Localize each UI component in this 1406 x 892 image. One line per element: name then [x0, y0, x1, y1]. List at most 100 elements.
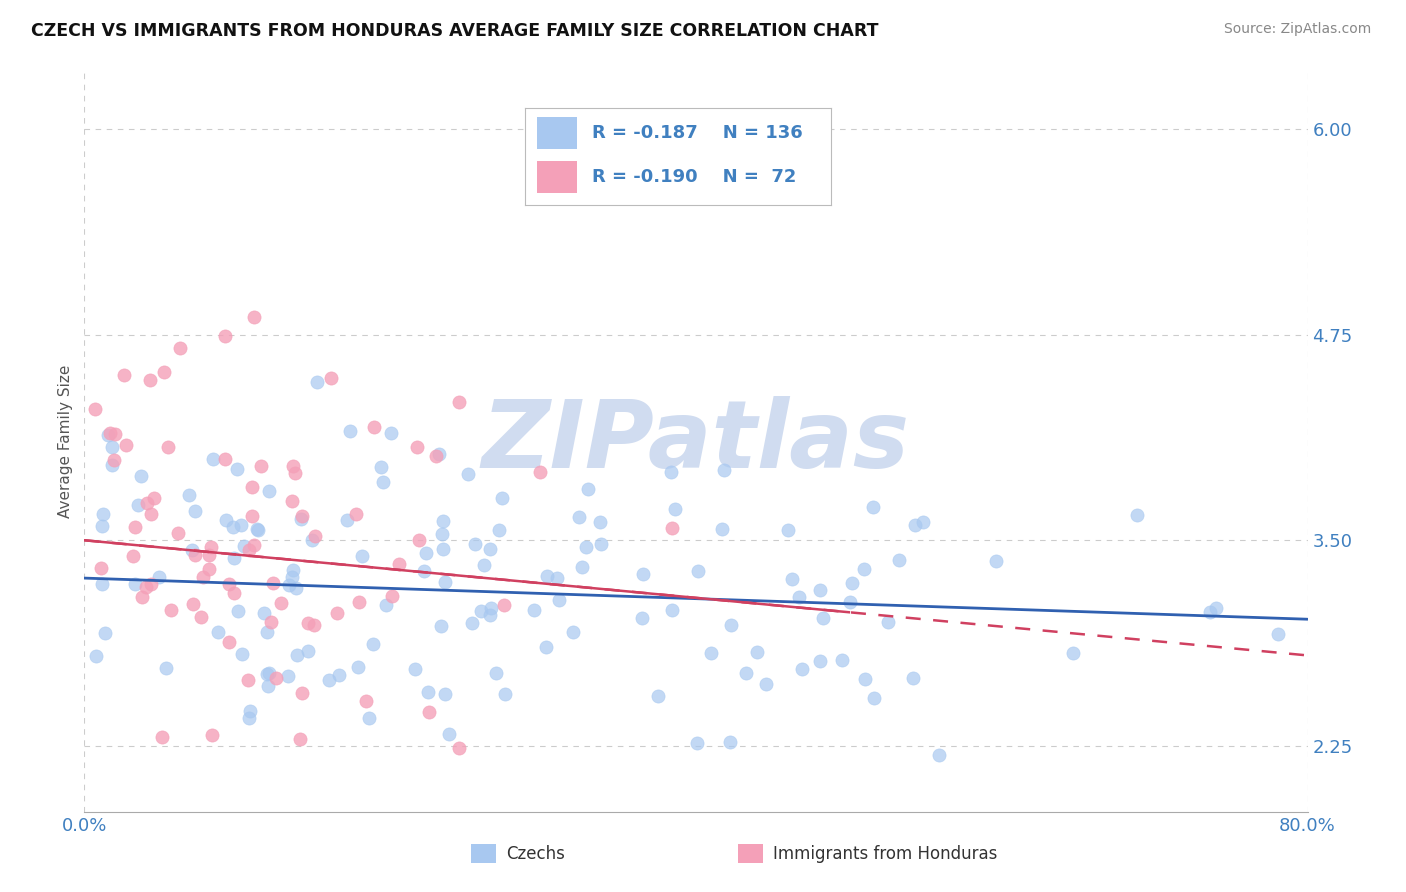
- Point: [1199, 605, 1222, 619]
- Point: [101, 440, 124, 454]
- Point: [472, 558, 495, 572]
- Point: [713, 463, 735, 477]
- Text: CZECH VS IMMIGRANTS FROM HONDURAS AVERAGE FAMILY SIZE CORRELATION CHART: CZECH VS IMMIGRANTS FROM HONDURAS AVERAG…: [31, 22, 879, 40]
- Point: [776, 523, 799, 537]
- Point: [374, 598, 396, 612]
- Point: [447, 395, 470, 409]
- Point: [813, 611, 835, 625]
- Point: [257, 679, 280, 693]
- Point: [363, 420, 385, 434]
- Point: [336, 513, 359, 527]
- Point: [246, 522, 269, 536]
- Point: [380, 426, 402, 441]
- Point: [98, 425, 121, 440]
- Point: [494, 687, 516, 701]
- Point: [664, 501, 686, 516]
- Point: [115, 438, 138, 452]
- Point: [354, 694, 377, 708]
- Point: [1205, 600, 1227, 615]
- Point: [240, 480, 263, 494]
- Point: [264, 671, 287, 685]
- Point: [238, 711, 260, 725]
- Point: [129, 469, 152, 483]
- Point: [281, 493, 304, 508]
- Point: [1126, 508, 1149, 523]
- Point: [686, 736, 709, 750]
- Point: [160, 602, 183, 616]
- Point: [631, 611, 654, 625]
- Point: [153, 365, 176, 379]
- Point: [911, 515, 934, 529]
- Point: [318, 673, 340, 687]
- Point: [780, 572, 803, 586]
- Point: [124, 577, 146, 591]
- Point: [433, 687, 456, 701]
- Point: [197, 561, 219, 575]
- Point: [661, 602, 683, 616]
- Point: [418, 705, 440, 719]
- Point: [430, 527, 453, 541]
- Point: [853, 562, 876, 576]
- Point: [571, 560, 593, 574]
- Point: [242, 508, 264, 523]
- Point: [143, 491, 166, 505]
- Point: [536, 568, 558, 582]
- Point: [290, 509, 312, 524]
- Point: [838, 595, 860, 609]
- Point: [270, 596, 292, 610]
- Point: [290, 512, 312, 526]
- Point: [328, 668, 350, 682]
- Point: [184, 549, 207, 563]
- Point: [277, 669, 299, 683]
- Point: [661, 520, 683, 534]
- Point: [134, 580, 156, 594]
- Point: [104, 427, 127, 442]
- Point: [461, 615, 484, 630]
- Point: [479, 542, 502, 557]
- Point: [112, 368, 135, 382]
- Point: [150, 730, 173, 744]
- Point: [755, 676, 778, 690]
- Point: [260, 615, 283, 630]
- Point: [222, 586, 245, 600]
- Point: [222, 551, 245, 566]
- Point: [359, 710, 381, 724]
- Point: [250, 458, 273, 473]
- Point: [127, 498, 149, 512]
- Point: [156, 440, 179, 454]
- Point: [233, 539, 256, 553]
- Point: [90, 560, 112, 574]
- Point: [280, 570, 302, 584]
- Point: [547, 592, 569, 607]
- Point: [808, 583, 831, 598]
- Point: [406, 440, 429, 454]
- Point: [91, 507, 114, 521]
- Point: [214, 451, 236, 466]
- Point: [494, 599, 516, 613]
- Point: [735, 665, 758, 680]
- Point: [862, 691, 884, 706]
- Point: [631, 567, 654, 582]
- Point: [432, 541, 454, 556]
- Point: [190, 609, 212, 624]
- Point: [238, 673, 260, 687]
- Point: [139, 507, 162, 521]
- Point: [720, 618, 742, 632]
- Point: [877, 615, 900, 629]
- Point: [93, 626, 115, 640]
- Point: [284, 466, 307, 480]
- Point: [352, 549, 374, 564]
- Point: [561, 625, 583, 640]
- Point: [247, 523, 270, 537]
- Point: [166, 526, 188, 541]
- Point: [239, 704, 262, 718]
- Point: [534, 640, 557, 655]
- Point: [291, 686, 314, 700]
- Point: [197, 549, 219, 563]
- Point: [180, 542, 202, 557]
- Point: [479, 607, 502, 622]
- Point: [257, 483, 280, 498]
- Point: [184, 503, 207, 517]
- Point: [529, 465, 551, 479]
- Point: [326, 606, 349, 620]
